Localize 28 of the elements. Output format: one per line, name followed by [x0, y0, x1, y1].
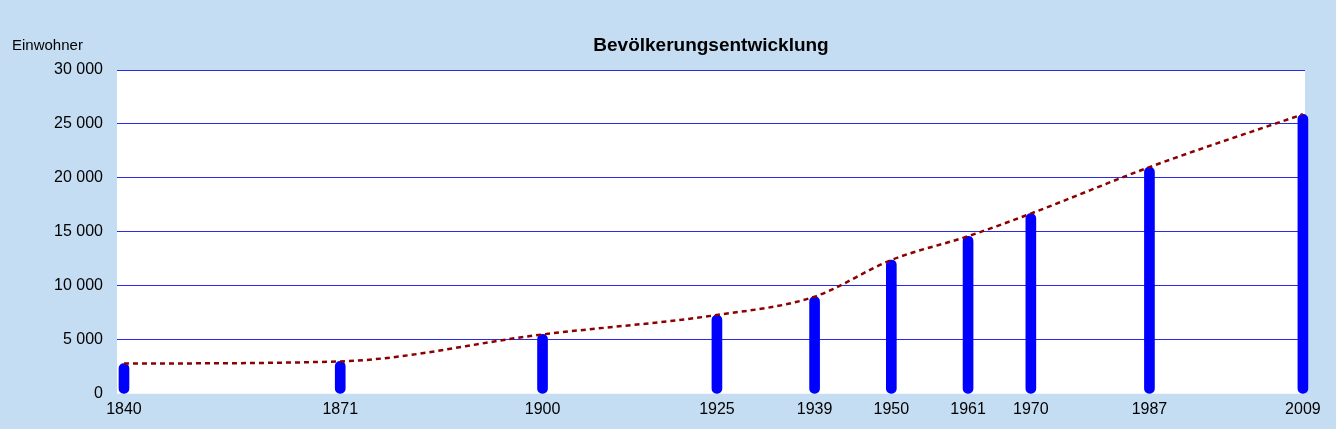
x-tick-label: 1987 [1131, 399, 1168, 417]
y-tick-label: 20 000 [54, 168, 104, 186]
chart-title: Bevölkerungsentwicklung [593, 34, 829, 56]
bar [809, 296, 820, 394]
bar [1144, 166, 1155, 394]
x-tick-label: 1871 [322, 399, 359, 417]
line-series [122, 113, 1305, 365]
x-tick-label: 1925 [699, 399, 735, 417]
y-axis-title: Einwohner [12, 36, 83, 54]
bar [962, 235, 974, 394]
bar [886, 259, 897, 394]
y-tick-label: 0 [94, 384, 104, 402]
y-tick-label: 15 000 [54, 222, 104, 240]
bar [711, 314, 723, 394]
bar [1025, 213, 1037, 394]
x-tick-label: 1950 [873, 399, 910, 417]
y-tick-label: 5 000 [62, 330, 104, 348]
x-tick-label: 1961 [950, 399, 986, 417]
x-tick-label: 1970 [1013, 399, 1049, 417]
y-tick-label: 25 000 [54, 114, 104, 132]
x-tick-label: 1900 [524, 399, 561, 417]
bar [537, 334, 548, 394]
x-tick-label: 1939 [796, 399, 833, 417]
x-tick-label: 1840 [106, 399, 142, 417]
y-tick-label: 10 000 [54, 276, 104, 294]
x-tick-label: 2009 [1285, 399, 1321, 417]
y-tick-label: 30 000 [54, 60, 104, 78]
bar [1297, 113, 1309, 394]
